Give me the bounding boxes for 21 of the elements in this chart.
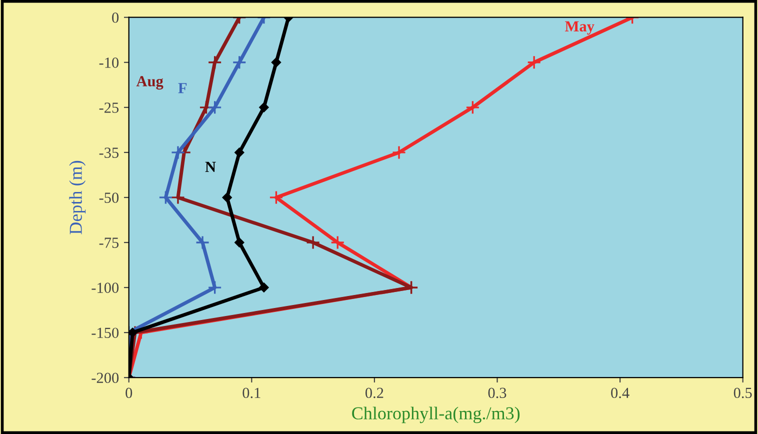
- x-tick-label: 0.5: [734, 388, 752, 398]
- y-tick-label: -10: [99, 58, 119, 68]
- y-tick-label: -200: [92, 372, 119, 384]
- y-tick-label: -25: [99, 102, 119, 113]
- series-label: N: [205, 162, 216, 172]
- x-tick-label: 0.1: [242, 388, 260, 398]
- text: Aug: [136, 76, 164, 90]
- x-tick-label: 0: [126, 388, 132, 398]
- x-tick-label: 0.4: [611, 388, 630, 398]
- series-label: F: [178, 83, 187, 94]
- y-axis-title: Depth (m): [69, 160, 86, 234]
- x-axis-title: Chlorophyll-a(mg./m3): [352, 406, 520, 424]
- y-tick-label: 0: [112, 12, 119, 23]
- y-tick-label: -35: [99, 148, 119, 158]
- y-tick-label: -150: [92, 328, 119, 338]
- y-tick-label: -50: [99, 192, 119, 203]
- series-label: May: [565, 21, 594, 35]
- y-tick-label: -75: [99, 238, 119, 248]
- y-tick-label: -100: [92, 282, 119, 293]
- x-tick-label: 0.3: [488, 388, 506, 398]
- x-tick-label: 0.2: [365, 388, 384, 398]
